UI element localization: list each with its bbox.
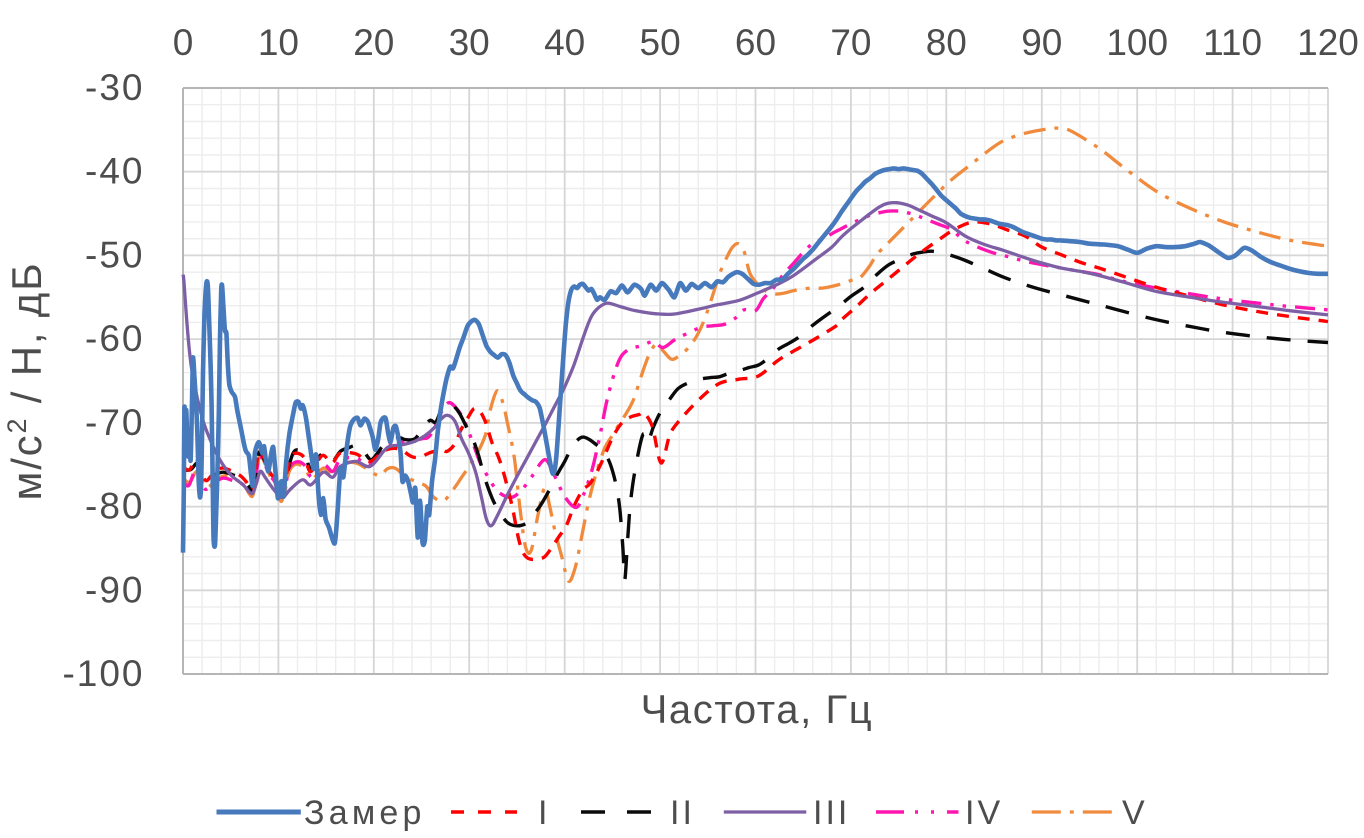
svg-text:100: 100 bbox=[1106, 22, 1168, 63]
svg-text:40: 40 bbox=[544, 22, 585, 63]
svg-text:0: 0 bbox=[173, 22, 194, 63]
svg-text:Частота, Гц: Частота, Гц bbox=[641, 688, 874, 732]
svg-text:80: 80 bbox=[926, 22, 967, 63]
svg-text:50: 50 bbox=[640, 22, 681, 63]
svg-text:IV: IV bbox=[965, 794, 1003, 832]
svg-text:-40: -40 bbox=[85, 151, 144, 192]
svg-text:Замер: Замер bbox=[304, 794, 426, 832]
svg-text:90: 90 bbox=[1021, 22, 1062, 63]
svg-text:10: 10 bbox=[258, 22, 299, 63]
svg-text:I: I bbox=[538, 794, 547, 832]
svg-text:110: 110 bbox=[1203, 22, 1262, 63]
svg-text:-80: -80 bbox=[85, 486, 144, 527]
svg-text:-90: -90 bbox=[85, 569, 144, 610]
svg-text:-30: -30 bbox=[85, 67, 144, 108]
svg-text:м/с2 / Н, дБ: м/с2 / Н, дБ bbox=[2, 262, 50, 501]
svg-text:60: 60 bbox=[735, 22, 776, 63]
svg-text:-60: -60 bbox=[85, 318, 144, 359]
svg-text:20: 20 bbox=[353, 22, 394, 63]
svg-text:120: 120 bbox=[1297, 22, 1359, 63]
svg-text:70: 70 bbox=[830, 22, 871, 63]
svg-text:II: II bbox=[670, 794, 695, 832]
svg-text:30: 30 bbox=[449, 22, 490, 63]
svg-text:-50: -50 bbox=[85, 234, 144, 275]
svg-text:-70: -70 bbox=[85, 402, 144, 443]
svg-text:V: V bbox=[1122, 794, 1145, 832]
svg-text:III: III bbox=[813, 794, 850, 832]
svg-text:-100: -100 bbox=[62, 653, 144, 694]
